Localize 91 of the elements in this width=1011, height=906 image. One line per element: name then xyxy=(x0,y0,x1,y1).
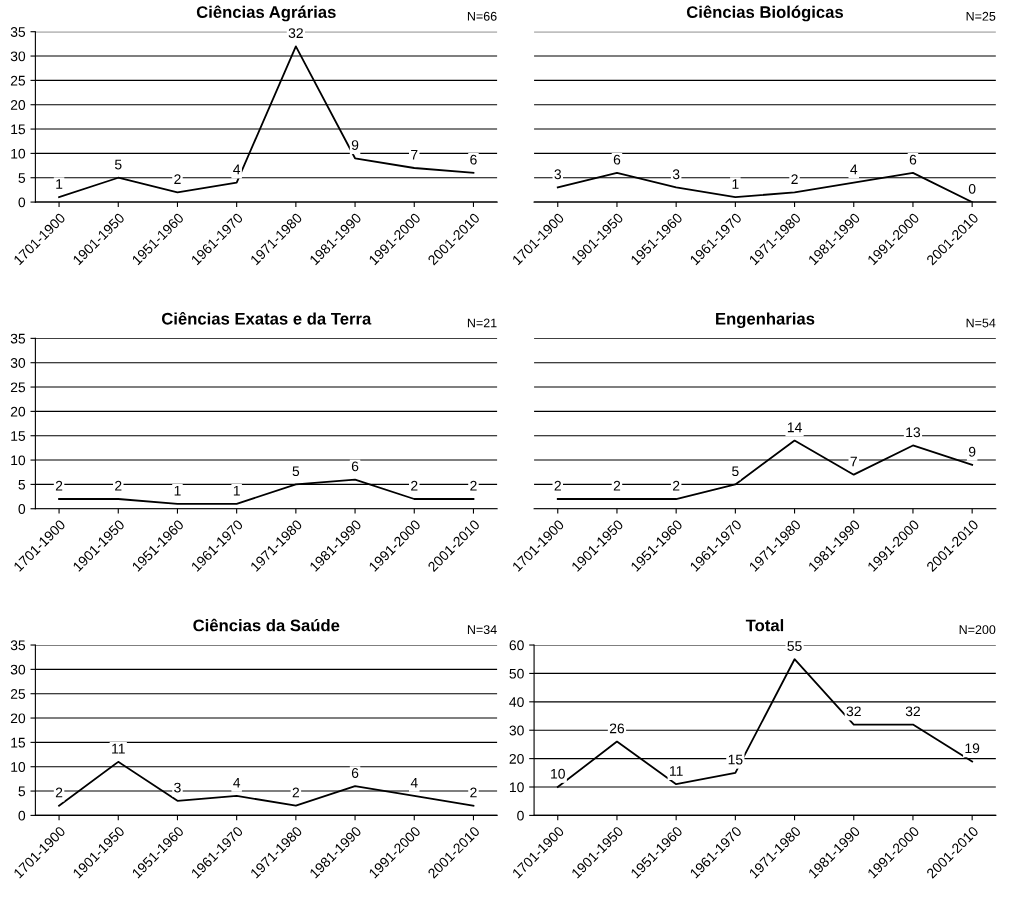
y-tick-label: 35 xyxy=(10,333,26,344)
y-tick-label: 0 xyxy=(18,197,26,208)
data-label: 1 xyxy=(732,179,739,189)
data-label: 32 xyxy=(905,706,920,717)
data-label: 7 xyxy=(850,456,857,467)
y-tick-label: 0 xyxy=(517,810,524,821)
y-tick-label: 35 xyxy=(10,27,26,37)
y-tick-label: 5 xyxy=(18,173,26,183)
data-label: 2 xyxy=(554,480,561,491)
data-label: 6 xyxy=(351,768,359,778)
data-label: 3 xyxy=(554,169,562,180)
data-label: 2 xyxy=(292,787,300,798)
data-label: 10 xyxy=(551,768,565,779)
data-label: 1 xyxy=(174,485,181,496)
data-label: 4 xyxy=(233,777,241,788)
data-label: 4 xyxy=(410,777,418,788)
text: N=25 xyxy=(966,11,996,21)
y-tick-label: 20 xyxy=(10,100,26,110)
data-label: 2 xyxy=(470,480,477,491)
y-tick-label: 20 xyxy=(10,713,26,724)
data-label: 6 xyxy=(909,154,917,165)
y-tick-label: 35 xyxy=(10,640,26,651)
data-label: 6 xyxy=(470,154,477,165)
chart-title: Ciências Agrárias xyxy=(196,5,336,22)
data-label: 9 xyxy=(968,446,976,457)
y-tick-label: 25 xyxy=(10,382,26,393)
data-label: 19 xyxy=(965,743,980,754)
chart-title: Ciências da Saúde xyxy=(193,618,340,632)
y-tick-label: 10 xyxy=(11,762,26,772)
data-label: 11 xyxy=(670,766,683,776)
data-label: 3 xyxy=(174,782,181,793)
data-label: 1 xyxy=(233,485,240,496)
y-tick-label: 10 xyxy=(11,455,26,466)
y-tick-label: 15 xyxy=(11,431,26,441)
y-tick-label: 20 xyxy=(10,406,26,417)
y-tick-label: 50 xyxy=(509,668,524,679)
data-label: 7 xyxy=(411,150,418,160)
y-tick-label: 30 xyxy=(10,358,26,368)
text: N=54 xyxy=(966,318,996,328)
chart-title: Engenharias xyxy=(716,312,815,329)
data-label: 6 xyxy=(613,154,621,165)
y-tick-label: 15 xyxy=(11,737,26,748)
y-tick-label: 5 xyxy=(18,786,26,797)
y-tick-label: 15 xyxy=(11,124,26,135)
chart-title: Ciências Exatas e da Terra xyxy=(161,312,372,325)
data-label: 2 xyxy=(55,787,63,798)
data-label: 5 xyxy=(292,466,300,477)
y-tick-label: 20 xyxy=(509,753,524,764)
y-tick-label: 60 xyxy=(509,640,524,651)
y-tick-label: 0 xyxy=(18,504,26,514)
data-label: 2 xyxy=(673,480,680,491)
text: N=21 xyxy=(467,318,497,328)
data-label: 6 xyxy=(351,461,359,472)
data-label: 13 xyxy=(906,427,921,438)
y-tick-label: 30 xyxy=(509,725,524,736)
data-label: 2 xyxy=(613,480,621,491)
data-label: 14 xyxy=(787,422,802,433)
chart-title: Total xyxy=(745,619,784,632)
data-label: 5 xyxy=(114,159,122,170)
data-label: 1 xyxy=(56,179,63,189)
data-label: 32 xyxy=(288,28,303,39)
y-tick-label: 10 xyxy=(509,782,524,793)
y-tick-label: 30 xyxy=(10,664,26,675)
data-label: 55 xyxy=(787,641,802,651)
data-label: 2 xyxy=(791,174,798,184)
data-label: 32 xyxy=(846,706,861,717)
y-tick-label: 5 xyxy=(18,479,26,490)
y-tick-label: 0 xyxy=(18,810,26,821)
data-label: 11 xyxy=(112,743,125,754)
data-label: 0 xyxy=(968,183,976,194)
data-label: 26 xyxy=(609,723,625,734)
data-label: 2 xyxy=(115,480,122,491)
data-label: 9 xyxy=(351,140,359,150)
y-tick-label: 40 xyxy=(509,697,524,707)
data-label: 4 xyxy=(850,164,858,175)
text: N=200 xyxy=(959,625,996,635)
data-label: 15 xyxy=(728,754,743,765)
data-label: 2 xyxy=(470,787,477,798)
y-tick-label: 10 xyxy=(11,148,26,159)
data-label: 3 xyxy=(672,169,680,180)
data-label: 2 xyxy=(411,480,418,491)
text: N=34 xyxy=(467,625,497,635)
data-label: 2 xyxy=(55,480,63,491)
data-label: 4 xyxy=(233,164,241,175)
data-label: 2 xyxy=(174,174,181,184)
text: N=66 xyxy=(467,11,497,21)
y-tick-label: 25 xyxy=(10,689,26,699)
chart-title: Ciências Biológicas xyxy=(686,5,844,22)
y-tick-label: 30 xyxy=(10,51,26,62)
y-tick-label: 25 xyxy=(10,75,26,86)
data-label: 5 xyxy=(732,466,739,477)
